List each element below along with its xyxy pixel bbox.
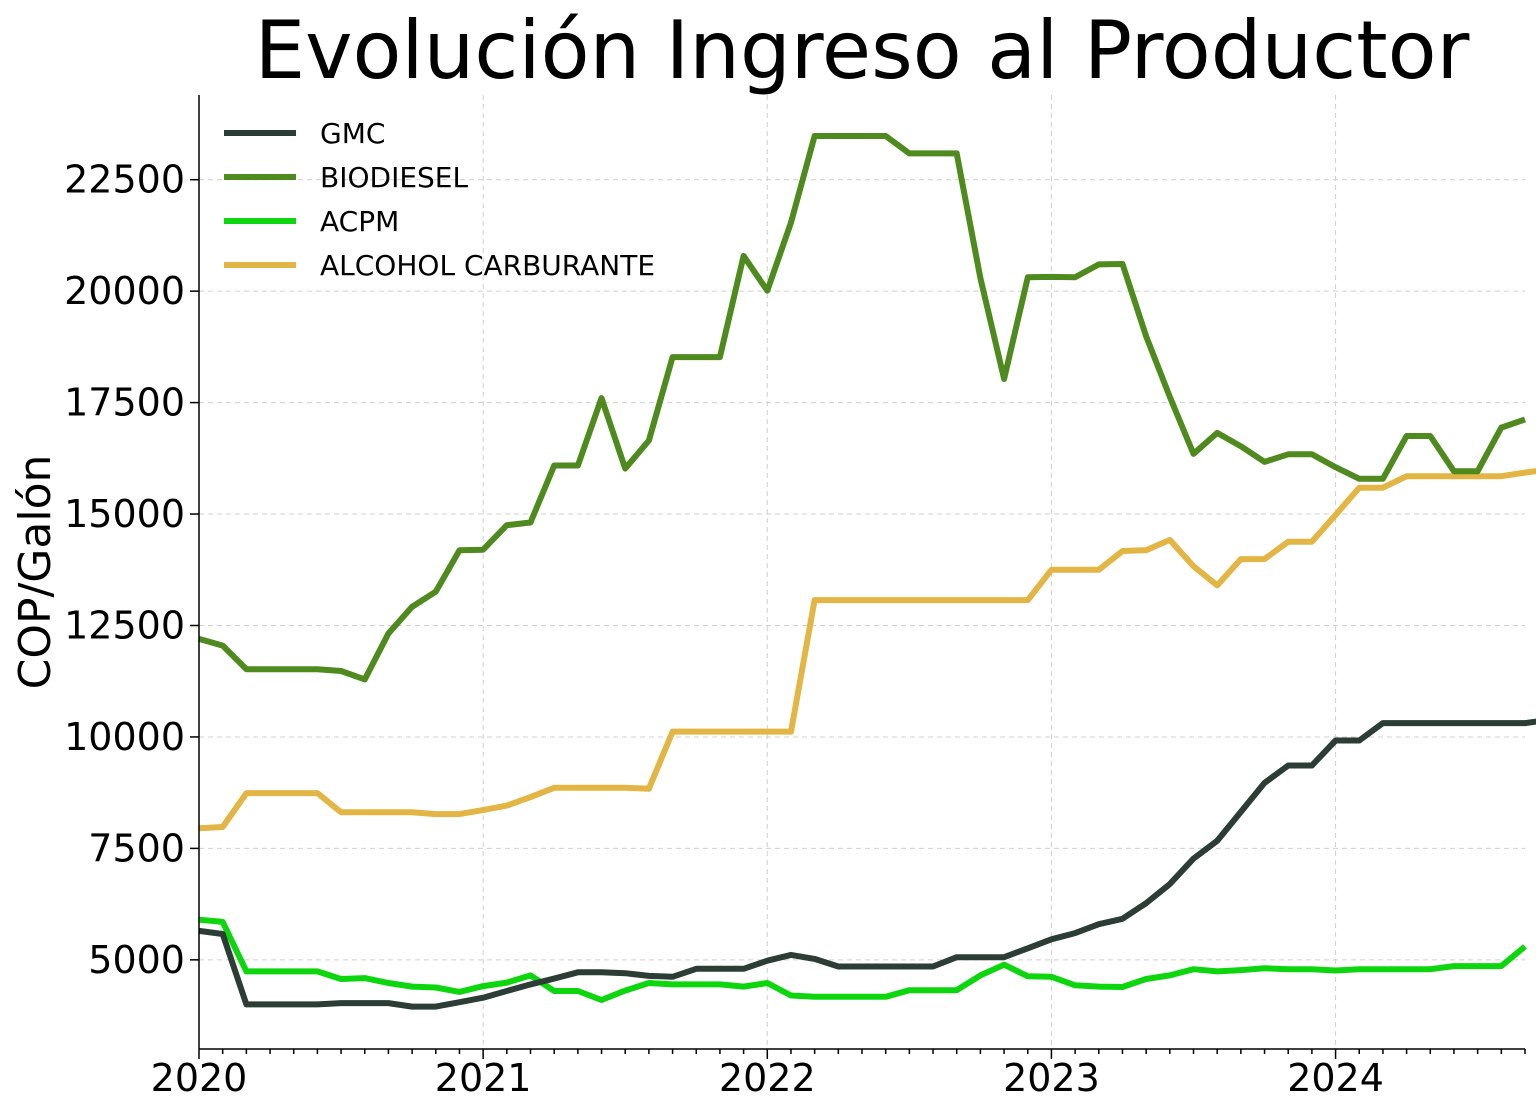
series-lines <box>198 133 1536 1010</box>
legend-label: GMC <box>320 117 385 150</box>
y-tick-label: 5000 <box>88 938 185 982</box>
series-line-alcohol-carburante <box>198 468 1536 832</box>
y-tick-label: 20000 <box>64 269 185 313</box>
series-line-biodiesel <box>198 133 1526 683</box>
y-tick-label: 22500 <box>64 158 185 202</box>
chart-title: Evolución Ingreso al Productor <box>255 4 1470 97</box>
legend: GMC BIODIESEL ACPM ALCOHOL CARBURANTE <box>224 117 655 282</box>
y-tick-label: 17500 <box>64 381 185 425</box>
x-tick-label: 2021 <box>435 1056 532 1100</box>
x-axis-ticks: 2020 2021 2022 2023 2024 <box>151 1049 1526 1100</box>
x-tick-label: 2020 <box>151 1056 248 1100</box>
legend-label: ALCOHOL CARBURANTE <box>320 249 655 282</box>
y-tick-label: 12500 <box>64 603 185 647</box>
series-line-acpm <box>198 916 1527 1003</box>
grid <box>198 95 1525 1049</box>
x-tick-label: 2024 <box>1287 1056 1384 1100</box>
y-axis-label: COP/Galón <box>10 455 61 690</box>
y-tick-label: 7500 <box>88 826 185 870</box>
legend-label: ACPM <box>320 205 399 238</box>
x-tick-label: 2023 <box>1003 1056 1100 1100</box>
y-tick-label: 10000 <box>64 715 185 759</box>
series-line-gmc <box>198 718 1536 1010</box>
y-tick-label: 15000 <box>64 492 185 536</box>
y-axis-ticks: 5000 7500 10000 12500 15000 17500 20000 22500 <box>64 158 199 982</box>
x-tick-label: 2022 <box>719 1056 816 1100</box>
legend-label: BIODIESEL <box>320 161 468 194</box>
